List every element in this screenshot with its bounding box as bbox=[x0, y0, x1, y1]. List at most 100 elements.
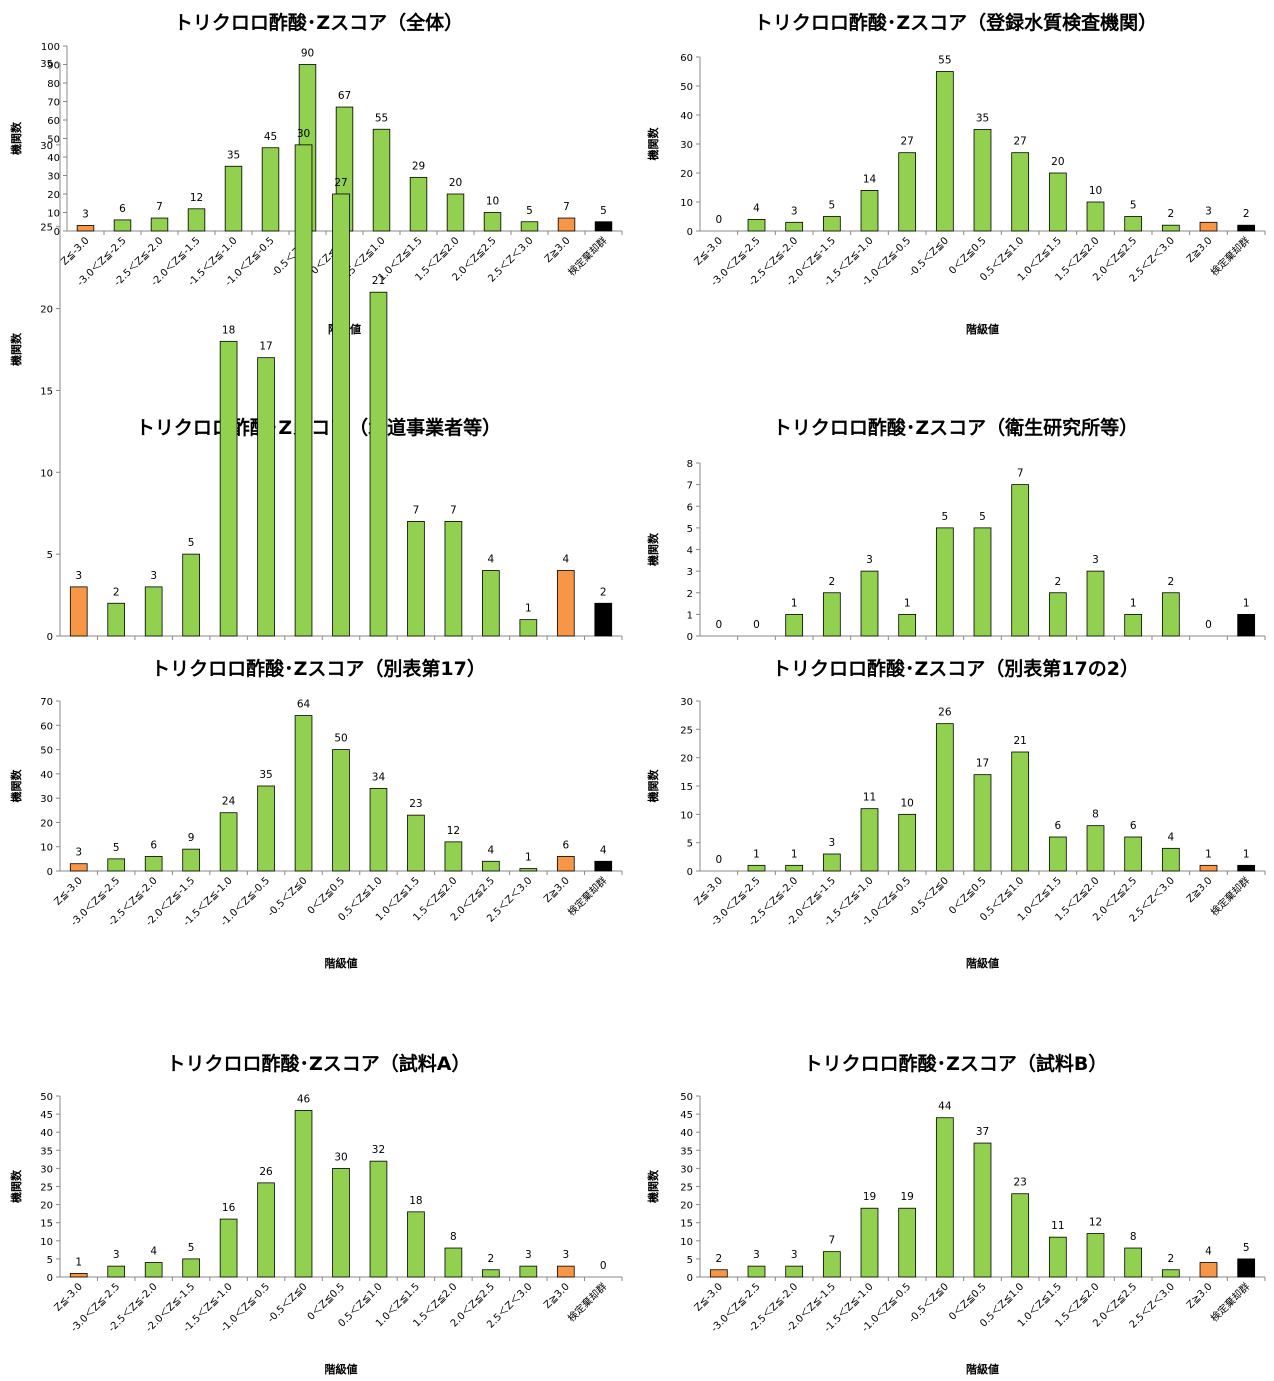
y-tick-label: 7 bbox=[687, 481, 693, 492]
bar bbox=[294, 1110, 313, 1278]
y-tick-label: 40 bbox=[680, 111, 693, 122]
bar bbox=[709, 1269, 728, 1278]
y-tick-label: 80 bbox=[47, 79, 60, 90]
y-tick-label: 5 bbox=[47, 550, 53, 561]
y-tick-label: 50 bbox=[680, 82, 693, 93]
y-tick-label: 50 bbox=[680, 1092, 693, 1103]
data-label: 0 bbox=[753, 619, 760, 631]
data-label: 1 bbox=[525, 603, 532, 615]
bar bbox=[444, 521, 463, 637]
y-tick-label: 0 bbox=[687, 867, 693, 878]
data-label: 11 bbox=[863, 792, 876, 804]
y-tick-label: 10 bbox=[40, 843, 53, 854]
bar bbox=[1199, 221, 1218, 232]
data-label: 1 bbox=[525, 852, 532, 864]
bar bbox=[257, 785, 275, 872]
data-label: 64 bbox=[297, 699, 311, 711]
bar bbox=[1161, 847, 1180, 872]
data-label: 3 bbox=[562, 1249, 569, 1261]
data-label: 5 bbox=[188, 1242, 195, 1254]
data-label: 50 bbox=[334, 733, 347, 745]
bar bbox=[69, 1272, 88, 1278]
bar bbox=[144, 1262, 163, 1278]
data-label: 23 bbox=[409, 798, 422, 810]
y-tick-label: 0 bbox=[47, 1273, 53, 1284]
y-tick-label: 8 bbox=[687, 459, 693, 470]
bar bbox=[935, 71, 954, 232]
bar bbox=[860, 570, 879, 637]
bar bbox=[973, 1142, 992, 1278]
data-label: 1 bbox=[75, 1256, 82, 1268]
y-tick-label: 70 bbox=[40, 697, 53, 708]
bar bbox=[822, 216, 841, 232]
y-tick-label: 6 bbox=[687, 502, 693, 513]
x-category-label: 検定棄却群 bbox=[1208, 1280, 1253, 1325]
data-label: 7 bbox=[450, 504, 457, 516]
chart-title: トリクロロ酢酸･Zスコア（登録水質検査機関） bbox=[754, 11, 1157, 34]
y-tick-label: 10 bbox=[40, 468, 53, 479]
data-label: 19 bbox=[900, 1191, 913, 1203]
data-label: 20 bbox=[449, 177, 462, 189]
bar bbox=[446, 193, 465, 232]
data-label: 27 bbox=[1013, 136, 1026, 148]
data-label: 10 bbox=[900, 797, 913, 809]
data-label: 6 bbox=[150, 839, 157, 851]
bar bbox=[785, 613, 804, 637]
data-label: 2 bbox=[113, 586, 120, 598]
data-label: 7 bbox=[413, 504, 420, 516]
bar bbox=[407, 1211, 425, 1278]
y-tick-label: 40 bbox=[47, 153, 60, 164]
data-label: 3 bbox=[525, 1249, 532, 1261]
bar bbox=[860, 189, 879, 232]
data-label: 1 bbox=[1243, 848, 1250, 860]
data-label: 35 bbox=[259, 769, 272, 781]
y-tick-label: 30 bbox=[40, 141, 53, 152]
data-label: 1 bbox=[1205, 848, 1212, 860]
data-label: 8 bbox=[1130, 1231, 1137, 1243]
bar bbox=[1086, 201, 1105, 232]
data-label: 12 bbox=[190, 192, 203, 204]
bar bbox=[860, 1207, 879, 1278]
data-label: 12 bbox=[447, 825, 460, 837]
data-label: 3 bbox=[791, 1249, 798, 1261]
bar bbox=[785, 864, 804, 872]
data-label: 0 bbox=[600, 1260, 607, 1272]
bar bbox=[973, 129, 992, 232]
data-label: 19 bbox=[863, 1191, 876, 1203]
bar bbox=[107, 602, 126, 637]
data-label: 4 bbox=[1167, 831, 1174, 843]
data-label: 6 bbox=[1054, 820, 1061, 832]
y-tick-label: 2 bbox=[687, 589, 693, 600]
y-tick-label: 40 bbox=[40, 1128, 53, 1139]
x-axis-title: 階級値 bbox=[325, 956, 358, 970]
data-label: 3 bbox=[75, 570, 82, 582]
data-label: 4 bbox=[150, 1246, 157, 1258]
data-label: 0 bbox=[715, 214, 722, 226]
data-label: 3 bbox=[1205, 205, 1212, 217]
y-tick-label: 20 bbox=[680, 169, 693, 180]
bar bbox=[1199, 864, 1218, 872]
y-tick-label: 15 bbox=[40, 386, 53, 397]
bar bbox=[257, 1182, 275, 1278]
bar bbox=[898, 152, 917, 232]
bar bbox=[935, 527, 954, 637]
bar bbox=[785, 221, 804, 232]
y-tick-label: 0 bbox=[687, 1273, 693, 1284]
y-tick-label: 4 bbox=[687, 546, 693, 557]
bar bbox=[1048, 836, 1067, 872]
y-tick-label: 60 bbox=[40, 721, 53, 732]
data-label: 5 bbox=[1243, 1242, 1250, 1254]
bar bbox=[444, 1247, 463, 1278]
data-label: 27 bbox=[334, 177, 347, 189]
data-label: 10 bbox=[1089, 185, 1102, 197]
bar bbox=[482, 860, 500, 872]
data-label: 55 bbox=[938, 55, 951, 67]
x-category-label: -0.5＜Z≦0 bbox=[907, 1281, 951, 1325]
y-tick-label: 10 bbox=[680, 810, 693, 821]
bar bbox=[556, 1265, 575, 1278]
chart-title: トリクロロ酢酸･Zスコア（別表第17） bbox=[151, 657, 486, 680]
data-label: 24 bbox=[222, 796, 236, 808]
data-label: 20 bbox=[1051, 156, 1064, 168]
